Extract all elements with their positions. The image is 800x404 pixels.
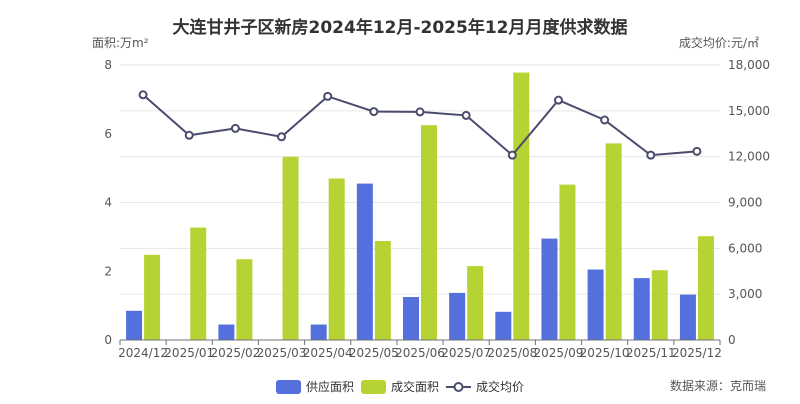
legend: 供应面积 成交面积 成交均价 [276, 379, 524, 394]
x-tick-label: 2025/07 [441, 346, 491, 360]
deal-area-bar [559, 184, 576, 340]
left-tick-label: 6 [104, 127, 112, 141]
legend-swatch-marker [453, 382, 464, 392]
deal-area-bar [144, 254, 161, 340]
price-point [138, 90, 148, 100]
deal-area-bar [651, 270, 668, 340]
right-tick-label: 18,000 [728, 58, 770, 72]
x-tick-label: 2025/06 [395, 346, 445, 360]
data-source: 数据来源：克而瑞 [670, 378, 766, 393]
supply-area-bar [218, 324, 235, 340]
x-tick-label: 2025/08 [487, 346, 537, 360]
price-point [507, 150, 517, 160]
supply-area-bar [356, 183, 373, 340]
left-axis-label: 面积:万m² [92, 36, 149, 50]
supply-area-bar [633, 278, 650, 340]
x-tick-label: 2025/12 [672, 346, 722, 360]
price-point [646, 150, 656, 160]
right-axis-label: 成交均价:元/㎡ [679, 35, 759, 50]
left-tick-label: 4 [104, 196, 112, 210]
supply-area-bar [541, 238, 558, 340]
supply-area-bar [449, 292, 466, 340]
deal-area-bar [421, 125, 437, 340]
grid-lines [120, 64, 720, 295]
left-tick-label: 0 [104, 333, 112, 347]
right-tick-label: 15,000 [728, 104, 770, 118]
price-point [415, 107, 425, 117]
x-tick-label: 2024/12 [118, 346, 168, 360]
price-point [553, 95, 563, 105]
chart-title: 大连甘井子区新房2024年12月-2025年12月月度供求数据 [173, 17, 628, 38]
x-tick-label: 2025/11 [626, 346, 676, 360]
x-tick-label: 2025/04 [303, 346, 353, 360]
deal-area-bar [467, 266, 484, 340]
right-tick-label: 3,000 [728, 287, 762, 301]
deal-area-bar [605, 143, 622, 340]
price-point [230, 123, 240, 133]
supply-area-bar [310, 324, 327, 340]
x-tick-label: 2025/09 [534, 346, 584, 360]
price-line [138, 90, 702, 160]
price-point [277, 132, 287, 142]
right-tick-label: 0 [728, 333, 736, 347]
axes: 0 2 4 6 8 0 3,000 6,000 9,000 12,000 15,000 18,000 2… [104, 58, 770, 360]
x-tick-label: 2025/05 [349, 346, 399, 360]
x-tick-label: 2025/03 [257, 346, 307, 360]
legend-swatch [276, 380, 301, 394]
price-point [692, 146, 702, 156]
legend-label: 成交面积 [391, 379, 439, 394]
right-tick-label: 6,000 [728, 241, 762, 255]
legend-label: 成交均价 [476, 379, 524, 394]
price-point [600, 115, 610, 125]
deal-area-bar [190, 227, 207, 340]
x-tick-label: 2025/10 [580, 346, 630, 360]
left-tick-label: 8 [104, 58, 112, 72]
price-point [323, 91, 333, 101]
supply-area-bar [126, 310, 143, 340]
deal-area-bar [697, 236, 714, 340]
deal-area-bar [374, 241, 391, 340]
legend-swatch [361, 380, 386, 394]
price-point [369, 107, 379, 117]
deal-area-bar [513, 72, 530, 340]
right-tick-label: 12,000 [728, 150, 770, 164]
deal-area-bar [236, 259, 253, 340]
deal-area-bar [328, 178, 345, 340]
legend-label: 供应面积 [306, 379, 354, 394]
supply-area-bar [403, 297, 419, 340]
deal-area-bar [282, 156, 299, 340]
price-point [184, 130, 194, 140]
x-tick-label: 2025/01 [164, 346, 214, 360]
right-tick-label: 9,000 [728, 196, 762, 210]
x-tick-label: 2025/02 [210, 346, 260, 360]
supply-area-bar [495, 311, 512, 340]
bars [126, 72, 714, 340]
price-point [461, 110, 471, 120]
left-tick-label: 2 [104, 264, 112, 278]
supply-area-bar [679, 294, 696, 340]
supply-area-bar [587, 269, 604, 340]
